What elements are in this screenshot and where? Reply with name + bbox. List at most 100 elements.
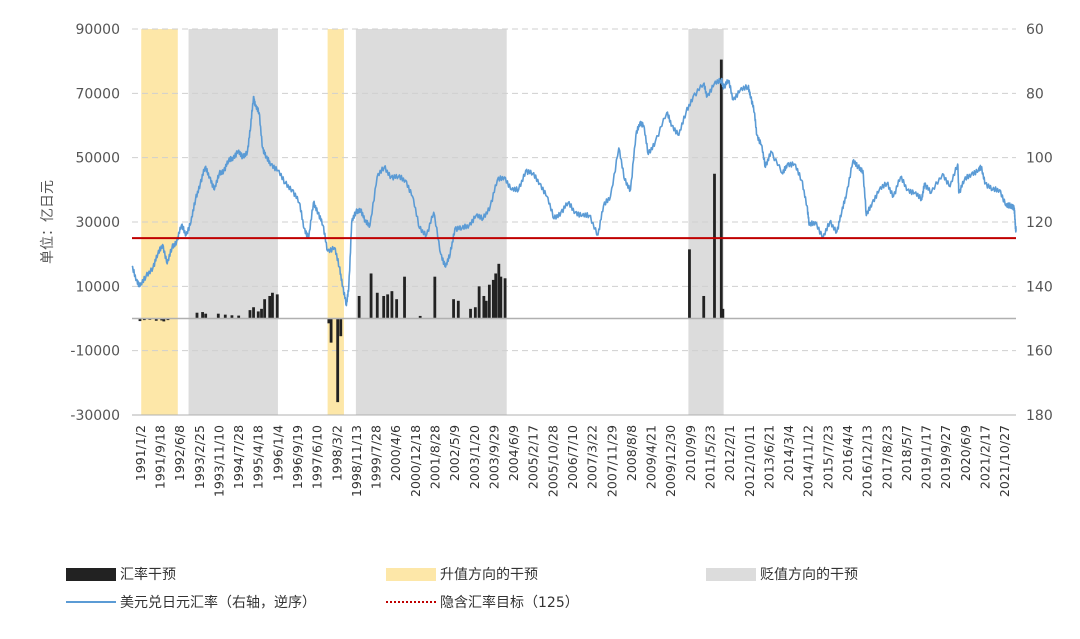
x-tick-label: 2016/4/4 xyxy=(840,425,855,481)
intervention-bar xyxy=(275,294,279,319)
x-tick-label: 1997/6/10 xyxy=(310,425,325,489)
legend-label-appreciation: 升值方向的干预 xyxy=(440,567,538,583)
y-tick-label-left: 50000 xyxy=(75,151,120,167)
y-tick-label-left: 70000 xyxy=(75,86,120,102)
y-tick-label-right: 80 xyxy=(1026,86,1044,102)
intervention-bar xyxy=(248,310,252,319)
intervention-bar xyxy=(433,276,437,319)
intervention-bar xyxy=(386,294,390,319)
legend-swatch-intervention xyxy=(66,568,116,581)
x-tick-label: 1993/11/10 xyxy=(211,425,226,497)
x-tick-label: 2013/6/21 xyxy=(761,425,776,489)
y-tick-label-right: 120 xyxy=(1026,215,1053,231)
intervention-bar xyxy=(721,308,725,319)
x-tick-label: 2018/5/7 xyxy=(899,425,914,481)
usdjpy-line xyxy=(131,77,1017,307)
y-tick-label-right: 100 xyxy=(1026,151,1053,167)
x-tick-label: 2021/10/27 xyxy=(997,425,1012,497)
y-tick-label-left: -30000 xyxy=(70,408,120,424)
x-tick-label: 2000/4/6 xyxy=(388,425,403,481)
x-tick-label: 2007/11/29 xyxy=(604,425,619,497)
x-tick-label: 2019/9/27 xyxy=(938,425,953,489)
usdjpy-series-line xyxy=(131,77,1017,307)
intervention-bar xyxy=(268,295,272,319)
x-tick-label: 2009/4/21 xyxy=(644,425,659,489)
intervention-bar xyxy=(452,299,455,319)
x-tick-label: 2009/12/30 xyxy=(663,425,678,497)
intervention-bar xyxy=(201,312,204,319)
x-tick-label: 1996/9/19 xyxy=(290,425,305,489)
x-tick-label: 2012/2/1 xyxy=(722,425,737,481)
intervention-bar xyxy=(263,299,267,319)
intervention-bar xyxy=(719,59,723,319)
intervention-bar xyxy=(162,318,166,322)
intervention-bar xyxy=(390,291,394,319)
y-axis-label-left: 单位：亿日元 xyxy=(40,180,56,264)
intervention-bar xyxy=(382,295,386,319)
x-tick-label: 1991/1/2 xyxy=(133,425,148,481)
x-tick-label: 2008/8/8 xyxy=(624,425,639,481)
x-tick-label: 2010/9/9 xyxy=(683,425,698,481)
x-tick-label: 2000/12/18 xyxy=(408,425,423,497)
x-tick-label: 2002/5/9 xyxy=(447,425,462,481)
y-tick-label-right: 180 xyxy=(1026,408,1053,424)
x-tick-label: 1992/6/8 xyxy=(172,425,187,481)
intervention-bar xyxy=(482,295,486,319)
x-tick-label: 2014/3/4 xyxy=(781,425,796,481)
x-tick-label: 2011/5/23 xyxy=(703,425,718,489)
x-tick-label: 2021/2/17 xyxy=(978,425,993,489)
intervention-bar xyxy=(484,300,488,319)
legend-label-target: 隐含汇率目标（125） xyxy=(440,594,579,611)
x-tick-label: 2007/3/22 xyxy=(585,425,600,489)
axes: 90000 70000 50000 30000 10000 -10000 -30000 60 8… xyxy=(70,22,1052,424)
y-tick-label-left: -10000 xyxy=(70,344,120,360)
intervention-bar xyxy=(477,286,481,319)
x-tick-label: 2020/6/9 xyxy=(958,425,973,481)
x-tick-label: 2017/8/23 xyxy=(879,425,894,489)
x-tick-label: 2019/1/17 xyxy=(919,425,934,489)
intervention-bar xyxy=(487,284,491,319)
x-tick-label: 2003/1/20 xyxy=(467,425,482,489)
intervention-bar xyxy=(142,318,146,321)
x-tick-label: 2001/8/28 xyxy=(428,425,443,489)
intervention-bar xyxy=(369,273,373,319)
legend-swatch-depreciation xyxy=(706,568,756,581)
intervention-bar xyxy=(473,307,477,319)
intervention-bar xyxy=(339,318,343,337)
x-tick-label: 1996/1/4 xyxy=(270,425,285,481)
x-tick-label: 1998/3/2 xyxy=(329,425,344,481)
intervention-bar xyxy=(204,313,208,319)
intervention-bar xyxy=(494,273,498,319)
intervention-bar xyxy=(230,315,234,319)
intervention-bar xyxy=(271,292,274,319)
y-tick-label-left: 90000 xyxy=(75,22,120,38)
x-tick-label: 2012/10/11 xyxy=(742,425,757,497)
intervention-bar xyxy=(403,276,406,319)
x-tick-labels: 1991/1/2 1991/9/18 1992/6/8 1993/2/25 1993/1… xyxy=(133,425,1012,497)
intervention-bar xyxy=(260,308,263,319)
y-tick-label-right: 140 xyxy=(1026,279,1053,295)
intervention-bar xyxy=(160,318,164,321)
x-tick-label: 1991/9/18 xyxy=(153,425,168,489)
intervention-bars xyxy=(138,59,725,403)
intervention-bar xyxy=(256,311,260,319)
x-tick-label: 1998/11/13 xyxy=(349,425,364,497)
intervention-bar xyxy=(237,315,241,319)
y-tick-label-right: 160 xyxy=(1026,344,1053,360)
intervention-bar xyxy=(456,300,460,319)
y-tick-label-left: 30000 xyxy=(75,215,120,231)
y-tick-label-left: 10000 xyxy=(75,279,120,295)
x-tick-label: 1995/4/18 xyxy=(251,425,266,489)
intervention-bar xyxy=(154,318,158,321)
x-tick-label: 2005/2/17 xyxy=(526,425,541,489)
intervention-bar xyxy=(166,318,170,321)
x-tick-label: 2016/12/13 xyxy=(860,425,875,497)
intervention-bar xyxy=(688,249,691,319)
intervention-bar xyxy=(357,295,361,319)
legend-label-depreciation: 贬值方向的干预 xyxy=(760,567,858,583)
x-tick-label: 2004/6/9 xyxy=(506,425,521,481)
x-tick-label: 2014/11/12 xyxy=(801,425,816,497)
intervention-bar xyxy=(491,279,495,319)
